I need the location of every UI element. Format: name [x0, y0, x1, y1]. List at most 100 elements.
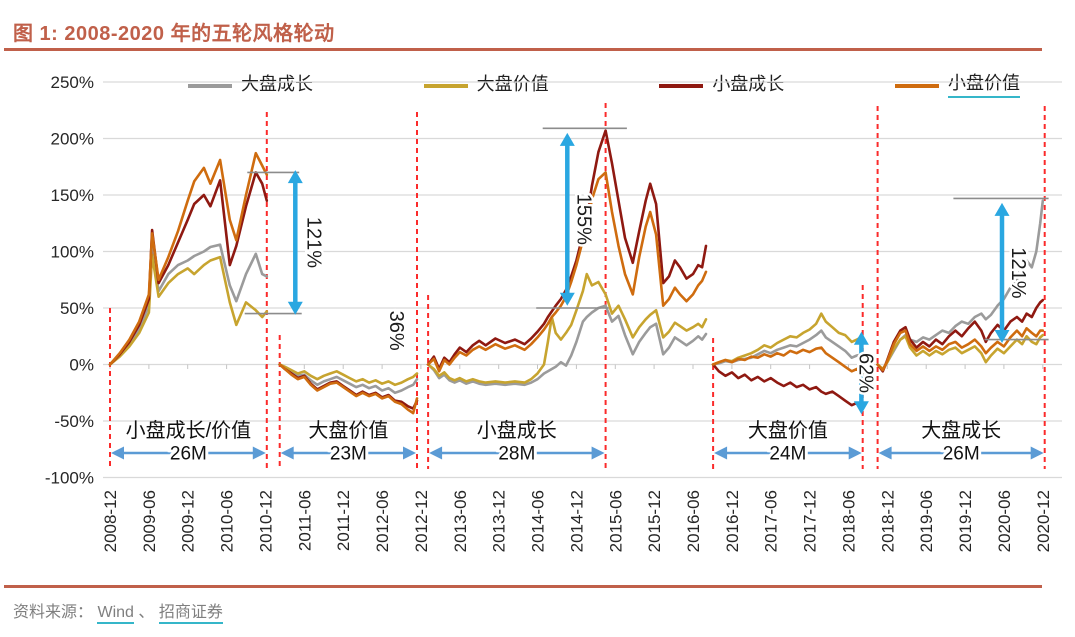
duration-arrow-head-left: [111, 446, 124, 460]
chart-legend: 大盘成长 大盘价值 小盘成长 小盘价值: [188, 73, 1020, 98]
series-line-gray: [108, 243, 269, 366]
x-axis-label: 2010-06: [218, 490, 237, 552]
legend-label: 大盘价值: [476, 74, 549, 94]
duration-arrow-head-left: [714, 446, 728, 460]
legend-line-swatch: [423, 83, 468, 88]
phase-label: 大盘成长: [921, 419, 1001, 442]
source-link-wind[interactable]: Wind: [97, 604, 134, 624]
x-axis-label: 2011-12: [334, 490, 353, 551]
legend-item-large-cap-value[interactable]: 大盘价值: [423, 74, 549, 97]
series-line-gold: [108, 253, 269, 366]
phase-label: 小盘成长/价值: [126, 419, 252, 442]
series-line-gold: [876, 333, 1045, 371]
duration-arrow-head-right: [591, 446, 605, 460]
source-link-zhaoshang[interactable]: 招商证券: [158, 604, 223, 624]
legend-line-swatch: [659, 83, 704, 88]
x-axis-label: 2017-06: [762, 490, 781, 552]
x-axis-label: 2016-06: [684, 490, 703, 552]
legend-item-large-cap-growth[interactable]: 大盘成长: [188, 74, 313, 97]
x-axis-label: 2014-06: [529, 490, 548, 552]
measure-arrow-head-up: [853, 331, 869, 345]
y-axis-label: 50%: [60, 299, 94, 318]
x-axis-label: 2019-06: [917, 490, 936, 552]
figure-title: 图 1: 2008-2020 年的五轮风格轮动: [13, 23, 335, 45]
legend-label: 大盘成长: [241, 74, 313, 94]
duration-arrow-head-left: [878, 446, 892, 460]
duration-arrow-head-left: [429, 446, 443, 460]
x-axis-label: 2014-12: [567, 490, 586, 552]
measure-arrow-head-down: [853, 401, 869, 415]
legend-item-small-cap-growth[interactable]: 小盘成长: [659, 74, 785, 97]
duration-arrow-head-right: [848, 446, 862, 460]
series-line-gold: [426, 272, 708, 384]
source-label: 资料来源：: [13, 604, 94, 621]
x-axis-label: 2009-06: [140, 490, 159, 552]
measure-arrow-head-down: [287, 301, 303, 315]
series-line-gray: [426, 304, 708, 387]
phase-label: 大盘价值: [748, 419, 828, 442]
y-axis-label: -100%: [45, 469, 94, 488]
measure-arrow-head-up: [287, 170, 303, 184]
phase-label: 小盘成长: [477, 419, 557, 442]
phase-duration-label: 28M: [498, 444, 535, 465]
x-axis-label: 2012-06: [373, 490, 392, 552]
y-axis-label: 150%: [51, 186, 94, 205]
series-line-orange: [108, 151, 269, 366]
y-axis-label: -50%: [54, 412, 94, 431]
x-axis-label: 2013-12: [490, 490, 509, 552]
y-axis-label: 250%: [51, 73, 94, 92]
x-axis-label: 2020-06: [995, 490, 1014, 552]
phase-duration-label: 26M: [943, 444, 980, 465]
x-axis-label: 2009-12: [179, 490, 198, 552]
gap-annotation-label: 155%: [572, 194, 594, 245]
bottom-divider: [4, 585, 1042, 588]
x-axis-label: 2015-06: [606, 490, 625, 552]
x-axis-label: 2015-12: [645, 490, 664, 552]
gap-annotation-label: 62%: [854, 353, 876, 393]
duration-arrow-head-right: [403, 446, 416, 460]
series-line-orange: [876, 327, 1045, 372]
x-axis-label: 2016-12: [723, 490, 742, 552]
legend-line-swatch: [188, 83, 232, 88]
series-line-darkred: [711, 363, 864, 408]
duration-arrow-head-left: [280, 446, 294, 460]
legend-item-small-cap-value[interactable]: 小盘价值: [894, 73, 1020, 98]
y-axis-label: 100%: [51, 243, 94, 262]
x-axis-label: 2008-12: [101, 490, 120, 552]
title-divider: [4, 48, 1042, 51]
series-line-gold: [711, 312, 864, 366]
measure-arrow-head-up: [994, 202, 1010, 216]
series-line-gray: [278, 363, 419, 395]
x-axis-label: 2019-12: [956, 490, 975, 552]
x-axis-label: 2017-12: [801, 490, 820, 552]
x-axis-label: 2013-06: [451, 490, 470, 552]
y-axis-label: 200%: [51, 130, 94, 149]
series-line-darkred: [876, 298, 1045, 373]
x-axis-label: 2018-06: [840, 490, 859, 552]
source-separator: 、: [138, 604, 155, 621]
gap-annotation-label: 36%: [385, 311, 407, 351]
series-line-orange: [278, 363, 419, 415]
phase-duration-label: 24M: [769, 444, 806, 465]
y-axis-label: 0%: [69, 356, 94, 375]
duration-arrow-head-right: [1030, 446, 1044, 460]
measure-arrow-head-down: [994, 330, 1010, 343]
gap-annotation-label: 121%: [1007, 247, 1029, 298]
x-axis-label: 2012-12: [412, 490, 431, 552]
x-axis-label: 2020-12: [1034, 490, 1053, 552]
measure-arrow-head-down: [559, 292, 575, 306]
legend-line-swatch: [894, 83, 939, 88]
legend-label: 小盘价值: [947, 73, 1020, 98]
series-line-orange: [426, 171, 708, 373]
measure-arrow-head-up: [559, 132, 575, 146]
phase-duration-label: 26M: [170, 444, 207, 465]
series-line-orange: [711, 346, 864, 375]
series-line-darkred: [426, 129, 708, 371]
gap-annotation-label: 121%: [302, 217, 324, 268]
legend-label: 小盘成长: [712, 74, 785, 94]
source-row: 资料来源： Wind 、 招商证券: [13, 598, 223, 624]
phase-duration-label: 23M: [330, 444, 367, 465]
x-axis-label: 2018-12: [878, 490, 897, 552]
series-line-gold: [278, 363, 419, 387]
